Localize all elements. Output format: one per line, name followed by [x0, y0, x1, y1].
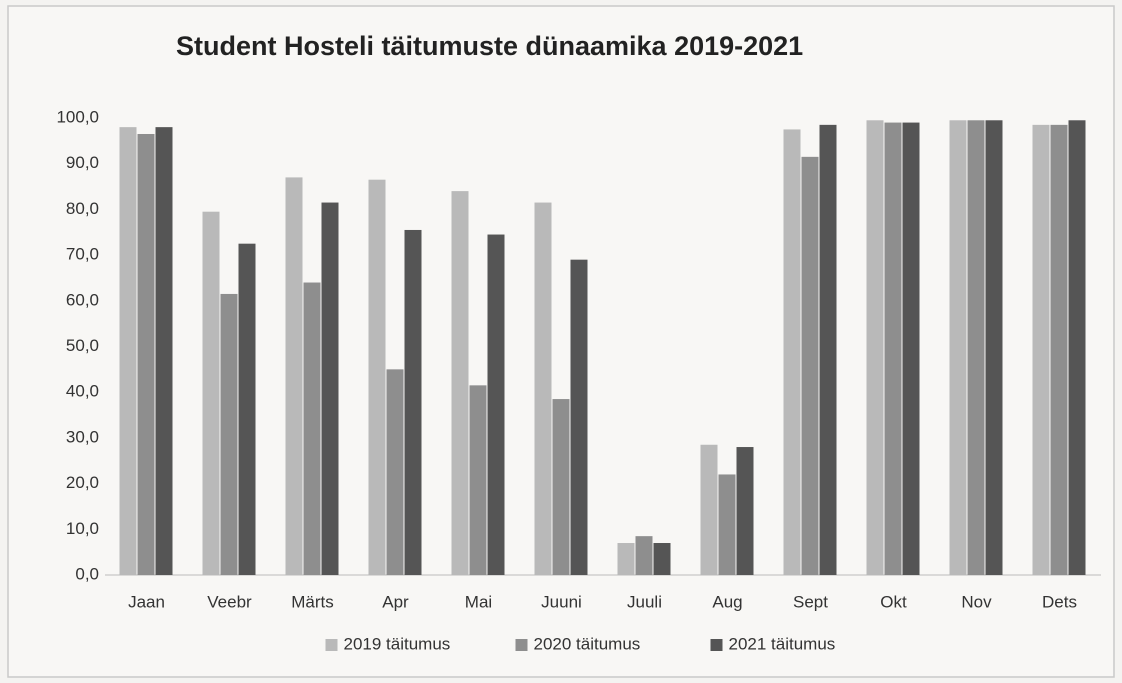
legend-label: 2021 täitumus [729, 634, 836, 653]
x-tick-label: Juuni [541, 592, 582, 611]
bar [801, 156, 819, 575]
legend-swatch [325, 639, 338, 651]
bar [1068, 120, 1086, 575]
bar [653, 543, 671, 575]
bar [1050, 124, 1068, 575]
x-tick-label: Dets [1042, 592, 1077, 611]
bar [967, 120, 985, 575]
x-tick-label: Veebr [207, 592, 252, 611]
bar [368, 179, 386, 575]
bar [1032, 124, 1050, 575]
y-tick-label: 60,0 [66, 290, 99, 309]
bar [220, 293, 238, 575]
bar [238, 243, 256, 576]
bar [469, 385, 487, 575]
y-tick-label: 0,0 [75, 564, 99, 583]
bar [985, 120, 1003, 575]
bar [819, 124, 837, 575]
x-tick-label: Aug [712, 592, 742, 611]
x-tick-label: Apr [382, 592, 409, 611]
bar [404, 229, 422, 575]
x-tick-label: Mai [465, 592, 492, 611]
x-tick-label: Nov [961, 592, 992, 611]
x-tick-label: Märts [291, 592, 334, 611]
bar [635, 536, 653, 575]
bar [451, 191, 469, 575]
bar [303, 282, 321, 575]
bar [949, 120, 967, 575]
bar [570, 259, 588, 575]
y-tick-label: 10,0 [66, 519, 99, 538]
y-tick-label: 100,0 [56, 107, 99, 126]
bar [285, 177, 303, 575]
bar [534, 202, 552, 576]
x-tick-label: Okt [880, 592, 907, 611]
chart-frame [7, 5, 1115, 678]
bar [552, 399, 570, 575]
legend-swatch [710, 639, 723, 651]
y-tick-label: 30,0 [66, 427, 99, 446]
y-tick-label: 20,0 [66, 473, 99, 492]
x-tick-label: Jaan [128, 592, 165, 611]
bar [321, 202, 339, 576]
y-tick-label: 90,0 [66, 153, 99, 172]
y-tick-label: 50,0 [66, 336, 99, 355]
bar [119, 127, 137, 575]
y-tick-label: 40,0 [66, 382, 99, 401]
bar [866, 120, 884, 575]
bar [700, 444, 718, 575]
bar [736, 447, 754, 575]
bar [783, 129, 801, 576]
y-tick-label: 70,0 [66, 245, 99, 264]
chart-title: Student Hosteli täitumuste dünaamika 201… [176, 31, 803, 61]
bar [902, 122, 920, 575]
legend-label: 2019 täitumus [344, 634, 451, 653]
bar [386, 369, 404, 575]
bar [718, 474, 736, 575]
legend-label: 2020 täitumus [534, 634, 641, 653]
bar [884, 122, 902, 575]
legend-swatch [515, 639, 528, 651]
bar [617, 543, 635, 575]
x-tick-label: Sept [793, 592, 828, 611]
y-tick-label: 80,0 [66, 199, 99, 218]
x-tick-label: Juuli [627, 592, 662, 611]
bar [202, 211, 220, 575]
bar [137, 133, 155, 575]
bar [487, 234, 505, 575]
bar [155, 127, 173, 575]
